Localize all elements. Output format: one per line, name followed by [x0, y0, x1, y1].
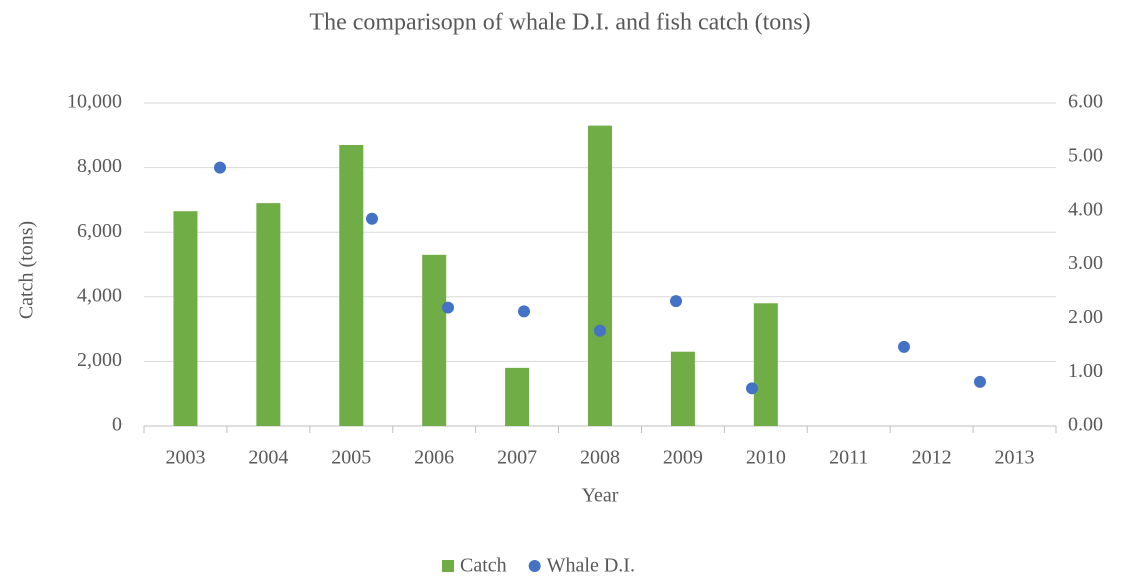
bar: [588, 125, 612, 427]
bar: [339, 144, 364, 427]
x-tick-label: 2008: [580, 447, 620, 469]
point: [746, 382, 758, 395]
bar: [505, 367, 530, 426]
bar: [422, 254, 447, 426]
point: [518, 305, 530, 318]
y2-tick-label: 3.00: [1068, 252, 1103, 274]
legend-swatch: [528, 560, 541, 572]
bar: [753, 303, 778, 426]
y-tick-label: 10,000: [67, 91, 122, 113]
x-tick-label: 2004: [248, 447, 288, 469]
point: [594, 324, 606, 337]
y-tick-label: 4,000: [77, 284, 122, 306]
x-tick-label: 2007: [497, 447, 537, 469]
y2-tick-label: 6.00: [1068, 91, 1103, 113]
y-axis-label: Catch (tons): [16, 221, 38, 319]
point: [974, 375, 986, 388]
x-tick-label: 2011: [829, 447, 868, 469]
y2-tick-label: 0.00: [1068, 414, 1103, 436]
point: [670, 295, 682, 308]
x-tick-label: 2013: [995, 447, 1035, 469]
point: [898, 340, 910, 353]
x-tick-label: 2003: [165, 447, 205, 469]
x-tick-label: 2005: [331, 447, 371, 469]
y2-tick-label: 2.00: [1068, 306, 1103, 328]
bar: [670, 351, 695, 426]
y-tick-label: 8,000: [77, 155, 122, 177]
bar: [173, 211, 198, 426]
x-tick-label: 2006: [414, 447, 454, 469]
y-tick-label: 6,000: [77, 220, 122, 242]
chart-title: The comparisopn of whale D.I. and fish c…: [309, 10, 810, 36]
bar: [256, 203, 281, 426]
point: [214, 161, 226, 174]
x-axis-label: Year: [582, 485, 619, 507]
y2-tick-label: 5.00: [1068, 144, 1103, 166]
point: [442, 301, 454, 314]
x-tick-label: 2009: [663, 447, 703, 469]
y-tick-label: 2,000: [77, 349, 122, 371]
y-tick-label: 0: [112, 414, 122, 436]
x-tick-label: 2010: [746, 447, 786, 469]
legend-label: Whale D.I.: [547, 555, 635, 577]
y2-tick-label: 4.00: [1068, 198, 1103, 220]
y2-tick-label: 1.00: [1068, 360, 1103, 382]
legend-swatch: [442, 560, 454, 572]
legend-label: Catch: [460, 555, 507, 577]
point: [366, 212, 378, 225]
x-tick-label: 2012: [912, 447, 952, 469]
